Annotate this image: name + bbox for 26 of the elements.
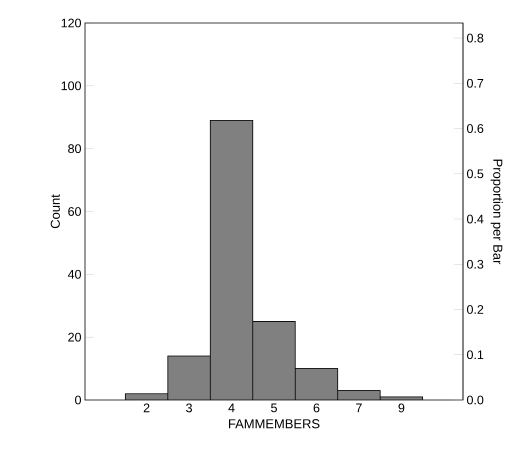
x-tick-label: 2: [144, 404, 150, 412]
y2-tick-label: 0.6: [467, 124, 484, 133]
y2-tick-label: 0.4: [467, 214, 484, 224]
x-tick-label: 5: [271, 404, 277, 412]
x-tick-label: 9: [398, 404, 404, 412]
y-tick-label: 0: [75, 396, 81, 404]
y-tick-label: 120: [62, 18, 81, 28]
y-tick-label: 40: [68, 270, 81, 279]
y2-tick-label: 0.1: [467, 350, 484, 360]
x-tick-label: 3: [186, 404, 192, 412]
y-axis-title: Count: [50, 194, 60, 228]
x-tick-label: 4: [228, 404, 235, 412]
x-axis-title: FAMMEMBERS: [229, 419, 320, 428]
y2-tick-label: 0.0: [467, 396, 484, 404]
y2-tick-label: 0.7: [467, 78, 484, 88]
y2-axis-title: Proportion per Bar: [490, 160, 503, 264]
y2-tick-label: 0.2: [467, 305, 484, 314]
y-tick-label: 100: [62, 81, 81, 90]
x-tick-label: 6: [314, 404, 320, 412]
y2-tick-label: 0.3: [467, 260, 484, 269]
y2-tick-label: 0.5: [467, 169, 484, 178]
x-tick-label: 7: [356, 404, 362, 412]
y-tick-label: 80: [68, 144, 81, 154]
y-tick-label: 60: [68, 207, 81, 216]
y-tick-label: 20: [68, 332, 81, 342]
y2-tick-label: 0.8: [467, 34, 484, 42]
